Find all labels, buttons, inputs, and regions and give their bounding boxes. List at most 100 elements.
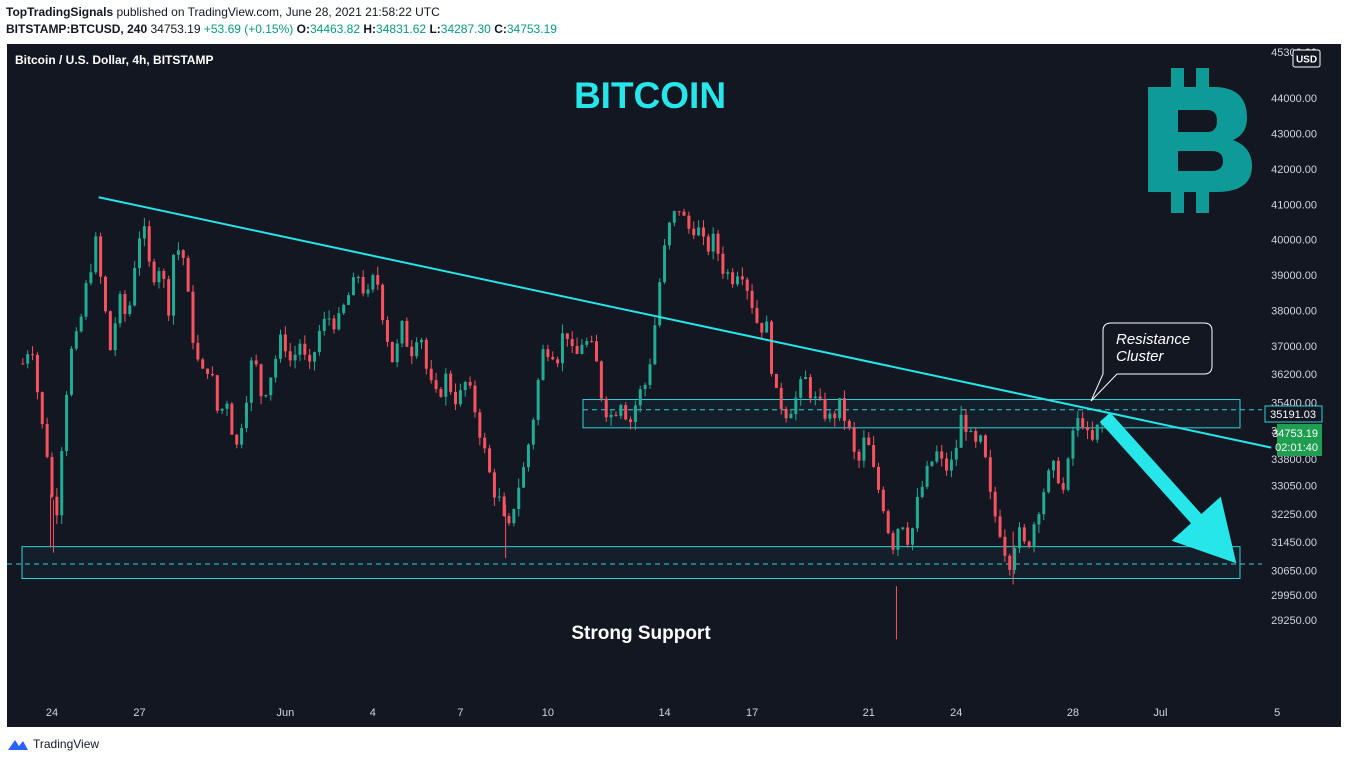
candle: [123, 290, 127, 322]
candle: [69, 346, 73, 397]
candle: [701, 220, 705, 246]
candle: [35, 352, 39, 400]
candle: [604, 396, 608, 422]
candle-body: [419, 339, 423, 343]
candle-body: [838, 397, 842, 419]
candle: [293, 345, 297, 369]
publish-info: published on TradingView.com, June 28, 2…: [116, 5, 440, 19]
x-tick-label: 4: [370, 707, 376, 719]
candle: [711, 227, 715, 260]
candle: [1017, 522, 1021, 553]
candle: [551, 351, 555, 361]
candle-body: [94, 236, 98, 273]
candle: [1032, 521, 1036, 553]
x-tick-label: Jul: [1153, 707, 1167, 719]
y-tick-label: 29950.00: [1271, 590, 1317, 602]
candle-body: [842, 397, 846, 421]
candle: [240, 423, 244, 449]
candle-body: [458, 390, 462, 405]
candle: [99, 232, 103, 284]
usd-badge[interactable]: USD: [1292, 49, 1321, 68]
candle-body: [463, 381, 467, 391]
y-tick-label: 30650.00: [1271, 565, 1317, 577]
candle: [1037, 512, 1041, 534]
candle-body: [69, 348, 73, 395]
candle: [196, 334, 200, 362]
candle: [920, 481, 924, 499]
candle: [50, 452, 54, 499]
y-tick-label: 39000.00: [1271, 270, 1317, 282]
candle-body: [609, 414, 613, 418]
candle: [274, 355, 278, 383]
candle-body: [1042, 492, 1046, 515]
candle-body: [604, 398, 608, 418]
candle: [264, 394, 268, 398]
candle-body: [405, 321, 409, 347]
candle-body: [682, 211, 686, 216]
candle-body: [1081, 418, 1085, 428]
candle: [147, 220, 151, 267]
candle: [828, 410, 832, 423]
candle-body: [395, 343, 399, 363]
candle-body: [424, 339, 428, 369]
candle-body: [935, 451, 939, 462]
bitcoin-logo-icon: [1148, 68, 1252, 213]
candle: [113, 317, 117, 357]
candle-body: [1052, 460, 1056, 471]
candle-body: [21, 363, 25, 365]
candle-body: [79, 316, 83, 332]
y-tick-label: 40000.00: [1271, 235, 1317, 247]
candle-body: [298, 343, 302, 355]
candle: [745, 277, 749, 300]
candle: [667, 221, 671, 250]
candle: [454, 383, 458, 410]
high-value: 34831.62: [376, 22, 427, 36]
candle: [313, 351, 317, 371]
candle-body: [876, 466, 880, 490]
candle-body: [444, 373, 448, 397]
candle: [619, 403, 623, 419]
y-tick-label: 38000.00: [1271, 305, 1317, 317]
price-chart[interactable]: 45300.0044000.0043000.0042000.0041000.00…: [7, 44, 1341, 727]
candle: [103, 275, 107, 314]
publisher-name[interactable]: TopTradingSignals: [6, 5, 114, 19]
candle-body: [648, 364, 652, 385]
candle-body: [1076, 418, 1080, 431]
candle-body: [745, 279, 749, 291]
candle-body: [483, 437, 487, 449]
candle-body: [337, 313, 341, 330]
candle: [852, 422, 856, 460]
y-tick-label: 33050.00: [1271, 480, 1317, 492]
candle-body: [128, 305, 132, 315]
tradingview-brand: TradingView: [33, 737, 100, 751]
x-tick-label: 28: [1067, 707, 1079, 719]
tradingview-footer[interactable]: TradingView: [7, 733, 99, 755]
candle: [1003, 529, 1007, 562]
y-tick-label: 42000.00: [1271, 164, 1317, 176]
x-tick-label: 7: [457, 707, 463, 719]
candle-body: [556, 359, 560, 364]
candle-body: [993, 491, 997, 517]
low-label: L:: [429, 22, 441, 36]
candle: [1066, 457, 1070, 492]
candle: [633, 400, 637, 431]
candle: [483, 432, 487, 454]
chart-panel[interactable]: 45300.0044000.0043000.0042000.0041000.00…: [7, 44, 1341, 727]
candle-body: [512, 509, 516, 524]
candle: [682, 208, 686, 216]
candle-body: [896, 528, 900, 550]
candle: [473, 380, 477, 418]
y-tick-label: 32250.00: [1271, 509, 1317, 521]
candle-body: [658, 282, 662, 326]
candle-body: [697, 227, 701, 236]
candle-body: [847, 420, 851, 428]
candle-body: [473, 385, 477, 413]
candle: [779, 382, 783, 415]
candle: [876, 462, 880, 494]
candle: [395, 339, 399, 368]
candle-body: [789, 413, 793, 419]
candle-body: [274, 358, 278, 378]
candle-body: [595, 341, 599, 362]
candle-body: [230, 403, 234, 435]
candle: [424, 337, 428, 375]
